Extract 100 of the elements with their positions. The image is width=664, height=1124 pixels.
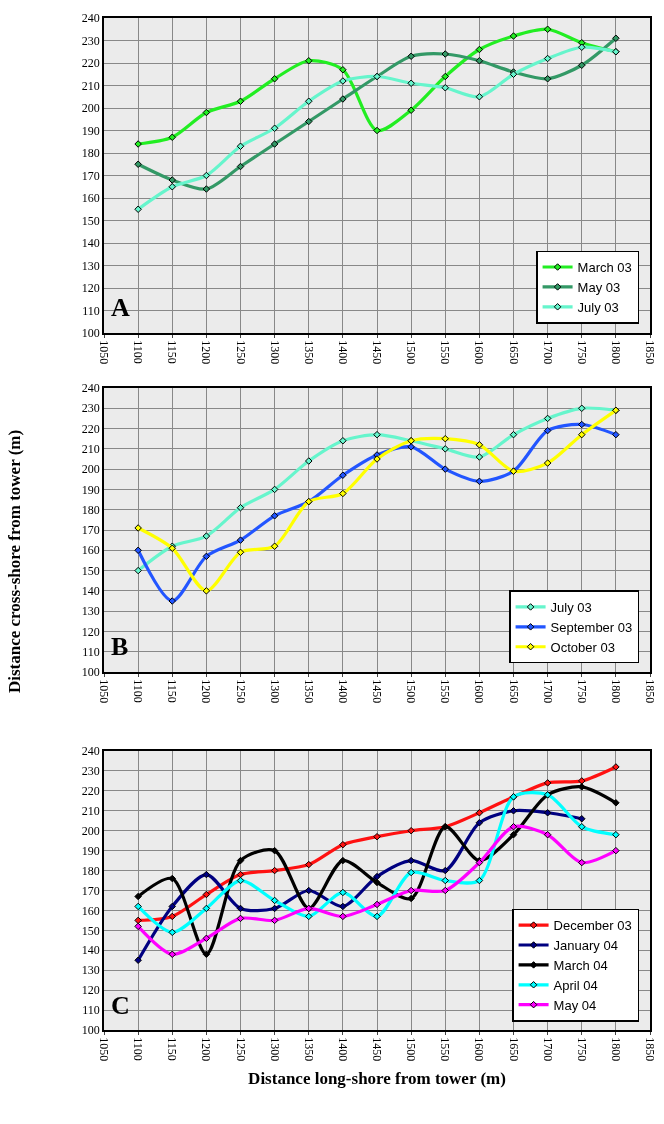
x-tick-label: 1750 <box>574 340 589 365</box>
point <box>475 876 484 885</box>
x-tick-label: 1600 <box>472 340 487 365</box>
point <box>543 779 552 787</box>
x-tick-label: 1200 <box>199 1037 214 1062</box>
point <box>134 916 142 925</box>
point <box>339 912 347 921</box>
y-tick-label: 210 <box>81 442 100 457</box>
x-tick-label: 1550 <box>438 679 453 704</box>
x-tick-label: 1150 <box>165 1037 180 1061</box>
point <box>134 140 142 148</box>
x-tick-label: 1250 <box>233 1037 248 1062</box>
legend-label: May 04 <box>553 997 597 1013</box>
point <box>407 79 415 87</box>
x-tick-label: 1750 <box>574 679 589 704</box>
legend-label: May 03 <box>577 279 621 295</box>
point <box>270 866 279 875</box>
point <box>373 912 381 921</box>
y-tick-label: 100 <box>81 326 100 341</box>
point <box>475 809 484 817</box>
y-tick-label: 110 <box>82 644 100 659</box>
point <box>134 902 142 911</box>
point <box>270 916 279 925</box>
point <box>168 912 176 921</box>
y-tick-label: 140 <box>81 236 100 251</box>
x-tick-label: 1250 <box>233 340 248 365</box>
x-tick-label: 1300 <box>267 340 282 365</box>
point <box>475 93 484 101</box>
point <box>134 524 142 532</box>
point <box>305 912 313 921</box>
point <box>270 904 279 913</box>
point <box>339 888 347 897</box>
y-tick-label: 170 <box>81 523 100 538</box>
y-tick-label: 170 <box>81 883 100 898</box>
y-tick-label: 230 <box>81 764 100 779</box>
point <box>339 902 347 911</box>
y-tick-label: 210 <box>81 803 100 818</box>
point <box>168 950 176 959</box>
point <box>305 57 313 65</box>
point <box>236 536 245 544</box>
x-tick-label: 1050 <box>97 679 112 704</box>
x-tick-label: 1650 <box>506 1037 521 1062</box>
point <box>407 443 415 451</box>
point <box>236 904 245 913</box>
point <box>509 807 518 815</box>
x-tick-label: 1350 <box>301 679 316 704</box>
y-tick-label: 120 <box>81 983 100 998</box>
point <box>509 830 518 839</box>
point <box>509 32 518 40</box>
point <box>202 950 211 959</box>
point <box>475 453 484 461</box>
point <box>475 818 484 827</box>
point <box>407 106 415 114</box>
y-tick-label: 230 <box>81 33 100 48</box>
point <box>202 185 211 193</box>
point <box>612 430 620 439</box>
x-tick-label: 1750 <box>574 1037 589 1062</box>
point <box>168 874 176 883</box>
point <box>441 50 449 58</box>
point <box>441 866 449 875</box>
point <box>339 471 347 479</box>
y-tick-label: 130 <box>81 258 100 273</box>
x-tick-label: 1800 <box>608 1037 623 1062</box>
point <box>612 763 620 771</box>
point <box>543 25 552 33</box>
x-tick-label: 1850 <box>643 679 658 704</box>
y-axis-title: Distance cross-shore from tower (m) <box>5 429 24 693</box>
point <box>270 846 279 855</box>
point <box>441 876 449 885</box>
point <box>407 894 415 903</box>
point <box>475 441 484 449</box>
point <box>270 75 279 83</box>
point <box>202 890 211 899</box>
legend-label: April 04 <box>553 977 598 993</box>
point <box>373 872 381 881</box>
point <box>578 777 586 785</box>
point <box>134 546 142 555</box>
point <box>407 826 415 835</box>
y-tick-label: 150 <box>81 213 100 228</box>
y-tick-label: 200 <box>81 462 100 477</box>
point <box>578 858 586 867</box>
y-tick-label: 240 <box>81 744 100 759</box>
point <box>202 108 211 117</box>
point <box>578 404 586 413</box>
x-tick-label: 1450 <box>370 1037 385 1062</box>
point <box>441 434 449 443</box>
legend-label: March 03 <box>577 260 632 276</box>
point <box>236 870 245 879</box>
point <box>339 489 347 498</box>
x-tick-label: 1550 <box>438 340 453 365</box>
point <box>543 426 552 435</box>
y-tick-label: 100 <box>81 1023 100 1038</box>
point <box>612 799 620 807</box>
y-tick-label: 180 <box>81 502 100 517</box>
point <box>202 532 211 540</box>
point <box>441 465 449 473</box>
point <box>168 183 176 191</box>
x-tick-label: 1100 <box>131 679 146 703</box>
x-tick-label: 1150 <box>165 340 180 364</box>
y-tick-label: 160 <box>81 191 100 206</box>
